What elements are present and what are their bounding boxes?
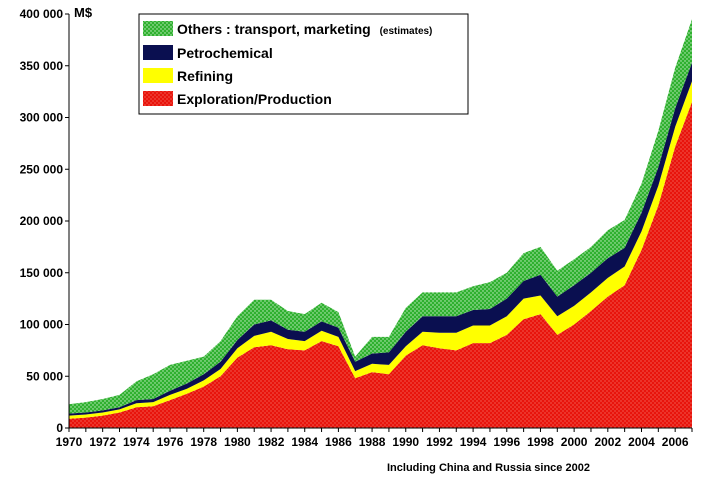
x-tick-label: 1990 (392, 435, 419, 449)
area-exploration-production (69, 102, 692, 428)
y-tick-label: 200 000 (20, 214, 64, 228)
y-tick-label: 0 (56, 421, 63, 435)
y-tick-label: 250 000 (20, 162, 64, 176)
legend-label-others: Others : transport, marketing (177, 21, 371, 37)
legend-label-petrochemical: Petrochemical (177, 45, 273, 61)
y-tick-label: 50 000 (26, 369, 63, 383)
x-axis-ticks: 1970 1972 1974 1976 1978 1980 1982 1984 1986 1988… (56, 428, 693, 449)
x-tick-label: 1996 (493, 435, 520, 449)
y-tick-label: 400 000 (20, 7, 64, 21)
legend-swatch-exploration (143, 91, 173, 106)
x-tick-label: 1980 (224, 435, 251, 449)
x-tick-label: 2000 (561, 435, 588, 449)
x-tick-label: 1974 (123, 435, 150, 449)
x-tick-label: 1988 (359, 435, 386, 449)
legend-box (138, 13, 469, 115)
y-tick-label: 150 000 (20, 266, 64, 280)
legend-label-refining: Refining (177, 68, 233, 84)
x-tick-label: 2006 (662, 435, 689, 449)
unit-label: M$ (74, 5, 93, 20)
x-tick-label: 1984 (291, 435, 318, 449)
x-tick-label: 1976 (157, 435, 184, 449)
x-tick-label: 1978 (190, 435, 217, 449)
area-layers (69, 19, 692, 428)
legend-label-others-suffix: (estimates) (380, 26, 433, 37)
legend-swatch-others (143, 21, 173, 36)
x-tick-label: 2002 (594, 435, 621, 449)
x-tick-label: 1998 (527, 435, 554, 449)
legend-swatch-petrochemical (143, 45, 173, 60)
y-tick-label: 300 000 (20, 111, 64, 125)
x-tick-label: 2004 (628, 435, 655, 449)
x-tick-label: 1982 (258, 435, 285, 449)
y-axis-ticks: 0 50 000 100 000 150 000 200 000 250 000 300 0… (20, 7, 69, 435)
y-tick-label: 100 000 (20, 318, 64, 332)
x-tick-label: 1994 (460, 435, 487, 449)
y-tick-label: 350 000 (20, 59, 64, 73)
svg-text:Others : transport, marketing: Others : transport, marketing (estimates… (177, 21, 432, 37)
legend-label-exploration: Exploration/Production (177, 91, 332, 107)
x-tick-label: 1972 (89, 435, 116, 449)
x-tick-label: 1986 (325, 435, 352, 449)
chart-note: Including China and Russia since 2002 (387, 462, 590, 474)
legend-swatch-refining (143, 68, 173, 83)
x-tick-label: 1992 (426, 435, 453, 449)
legend: Others : transport, marketing (estimates… (138, 13, 469, 115)
x-tick-label: 1970 (56, 435, 83, 449)
